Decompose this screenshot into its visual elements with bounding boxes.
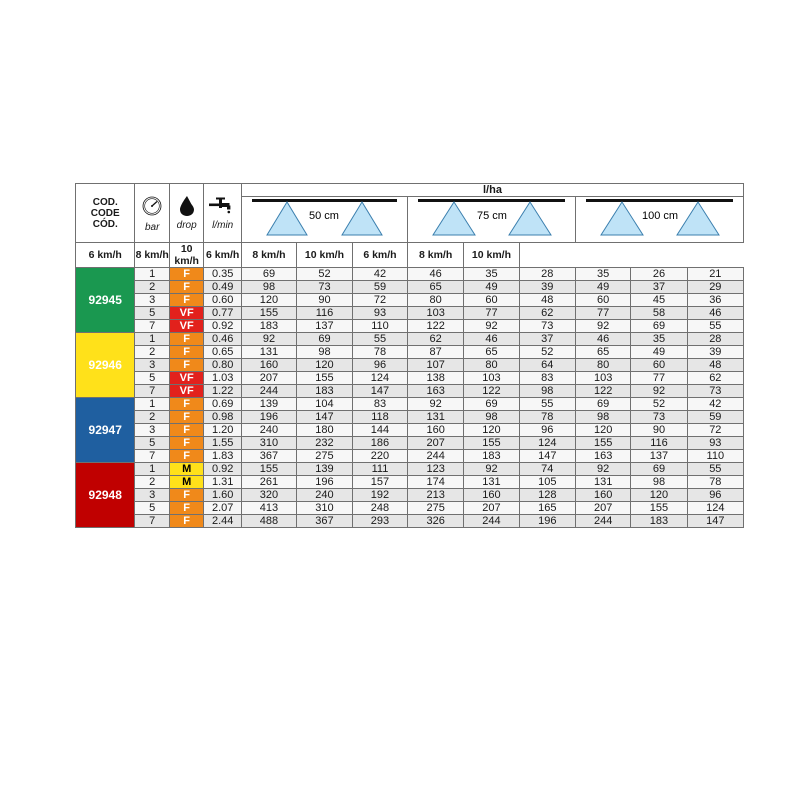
svg-text:75 cm: 75 cm xyxy=(477,210,507,222)
svg-text:100 cm: 100 cm xyxy=(642,210,678,222)
svg-text:50 cm: 50 cm xyxy=(309,210,339,222)
